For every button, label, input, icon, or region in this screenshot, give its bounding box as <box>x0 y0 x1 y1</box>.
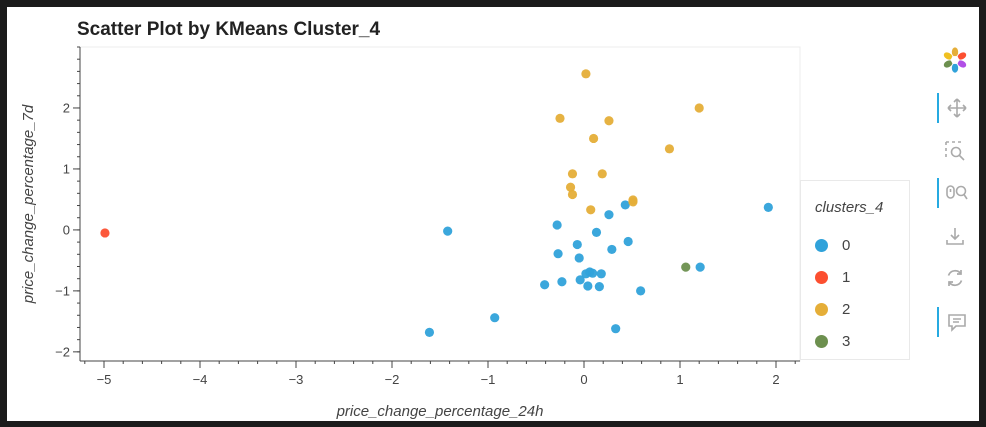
scatter-point-cluster-0[interactable] <box>588 268 598 278</box>
y-tick-label: 2 <box>63 100 70 115</box>
scatter-point-cluster-2[interactable] <box>586 205 596 215</box>
x-axis-title: price_change_percentage_24h <box>336 403 544 420</box>
scatter-point-cluster-2[interactable] <box>555 113 565 123</box>
legend-item-cluster-0[interactable]: 0 <box>815 235 850 255</box>
x-tick-label: −1 <box>481 372 496 387</box>
hover-tool-icon[interactable] <box>937 307 975 337</box>
scatter-point-cluster-0[interactable] <box>490 313 500 323</box>
scatter-point-cluster-0[interactable] <box>557 277 567 287</box>
legend-swatch <box>815 270 828 284</box>
reset-tool-icon[interactable] <box>937 263 973 293</box>
scatter-point-cluster-0[interactable] <box>443 226 453 236</box>
scatter-point-cluster-2[interactable] <box>567 169 578 179</box>
scatter-point-cluster-0[interactable] <box>552 220 562 230</box>
figure-panel: Scatter Plot by KMeans Cluster_4 −5 −4 −3−… <box>7 7 979 421</box>
scatter-point-cluster-1[interactable] <box>100 228 110 238</box>
y-tick-label: −2 <box>55 344 70 359</box>
scatter-point-cluster-2[interactable] <box>597 169 607 179</box>
scatter-point-cluster-0[interactable] <box>620 200 630 210</box>
plot-frame <box>79 46 801 362</box>
scatter-point-cluster-0[interactable] <box>607 244 617 255</box>
scatter-point-cluster-2[interactable] <box>567 189 578 200</box>
x-tick-label: −5 <box>97 372 112 387</box>
legend-label: 1 <box>842 268 851 286</box>
scatter-point-cluster-0[interactable] <box>623 236 633 247</box>
x-tick-label: −3 <box>289 372 304 387</box>
y-tick-label: 1 <box>63 161 70 176</box>
scatter-point-cluster-0[interactable] <box>553 249 563 259</box>
scatter-point-cluster-2[interactable] <box>628 195 638 205</box>
scatter-point-cluster-2[interactable] <box>604 116 614 126</box>
scatter-point-cluster-0[interactable] <box>575 275 585 285</box>
legend-item-cluster-2[interactable]: 2 <box>815 299 850 319</box>
legend-swatch <box>815 238 828 252</box>
scatter-point-cluster-2[interactable] <box>565 182 576 192</box>
data-points <box>100 69 773 337</box>
scatter-point-cluster-0[interactable] <box>695 262 705 272</box>
scatter-point-cluster-0[interactable] <box>611 324 621 334</box>
pan-tool-icon[interactable] <box>937 93 975 123</box>
legend-swatch <box>815 334 828 348</box>
x-tick-label: 2 <box>772 372 779 387</box>
x-tick-label: −2 <box>385 372 400 387</box>
legend-title: clusters_4 <box>815 199 884 216</box>
x-tick-label: 1 <box>676 372 683 387</box>
legend-item-cluster-3[interactable]: 3 <box>815 331 850 351</box>
scatter-point-cluster-0[interactable] <box>591 227 602 237</box>
scatter-point-cluster-2[interactable] <box>589 133 599 144</box>
chart-title: Scatter Plot by KMeans Cluster_4 <box>77 19 381 40</box>
scatter-point-cluster-0[interactable] <box>596 269 606 279</box>
box-zoom-tool-icon[interactable] <box>937 136 973 166</box>
scatter-point-cluster-0[interactable] <box>636 286 646 296</box>
legend-label: 3 <box>842 332 851 350</box>
legend-item-cluster-1[interactable]: 1 <box>815 267 850 287</box>
scatter-point-cluster-0[interactable] <box>583 281 593 291</box>
x-tick-label: −4 <box>193 372 208 387</box>
wheel-zoom-tool-icon[interactable] <box>937 178 975 208</box>
scatter-point-cluster-0[interactable] <box>540 280 550 290</box>
save-tool-icon[interactable] <box>937 221 973 251</box>
legend-label: 0 <box>842 236 851 254</box>
scatter-point-cluster-2[interactable] <box>664 144 675 154</box>
scatter-point-cluster-0[interactable] <box>594 282 604 292</box>
scatter-point-cluster-0[interactable] <box>574 253 584 263</box>
legend: clusters_4 0 1 2 3 <box>800 180 910 360</box>
scatter-point-cluster-0[interactable] <box>572 239 582 250</box>
scatter-point-cluster-0[interactable] <box>424 327 435 337</box>
x-tick-label: 0 <box>580 372 587 387</box>
plot-toolbar <box>935 43 975 343</box>
y-tick-label: −1 <box>55 283 70 298</box>
scatter-point-cluster-0[interactable] <box>763 202 773 212</box>
scatter-point-cluster-3[interactable] <box>681 262 691 272</box>
scatter-point-cluster-0[interactable] <box>604 210 614 220</box>
legend-label: 2 <box>842 300 851 318</box>
y-axis-title: price_change_percentage_7d <box>20 104 37 304</box>
scatter-point-cluster-2[interactable] <box>694 103 704 113</box>
legend-swatch <box>815 302 828 316</box>
bokeh-logo-icon[interactable] <box>937 45 973 75</box>
y-tick-label: 0 <box>63 222 70 237</box>
scatter-point-cluster-2[interactable] <box>581 69 591 79</box>
scatter-plot[interactable]: −5 −4 −3 −2 −1 0 1 2 −2 −1 0 1 2 price_change_percen… <box>7 7 979 421</box>
